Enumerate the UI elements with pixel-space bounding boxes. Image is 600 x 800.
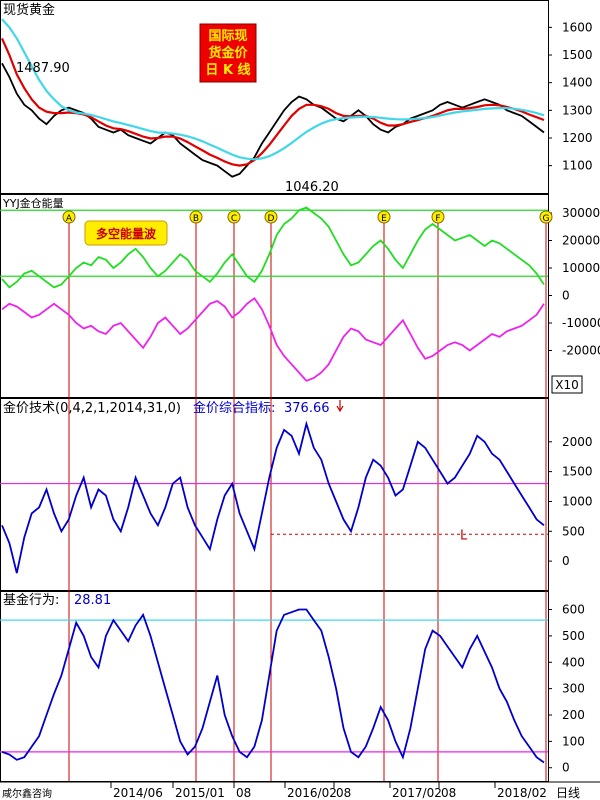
- annotation-box-line-0: 国际现: [208, 29, 247, 44]
- annotation-box-energy: [84, 220, 168, 246]
- series-line-0-2: [1, 18, 545, 161]
- event-marker-label-6: G: [543, 214, 550, 224]
- ytick-label-1-2: 0: [562, 289, 570, 303]
- x-axis-label-1: 2014/06: [113, 786, 163, 800]
- panel2-indicator-label: 金价综合指标:: [193, 400, 275, 416]
- panel-border-0: [0, 0, 549, 194]
- series-line-3-0: [1, 608, 545, 764]
- ytick-label-0-5: 1600: [562, 20, 593, 34]
- ytick-label-0-0: 1100: [562, 159, 593, 173]
- ytick-label-1-3: 10000: [562, 261, 600, 275]
- ytick-label-1-5: 30000: [562, 206, 600, 220]
- event-marker-circle-2: [227, 210, 241, 224]
- x-axis-label-2: 2015/01: [175, 786, 225, 800]
- multiplier-box: [551, 375, 583, 394]
- series-line-2-0: [1, 420, 545, 574]
- ytick-label-0-3: 1400: [562, 76, 593, 90]
- low-value-label: 1046.20: [285, 180, 339, 195]
- ytick-label-1-4: 20000: [562, 234, 600, 248]
- ytick-label-2-0: 0: [562, 554, 570, 568]
- x-axis-label-3: 08: [236, 786, 251, 800]
- event-marker-circle-3: [264, 210, 278, 224]
- ytick-label-3-3: 300: [562, 682, 585, 696]
- event-marker-circle-1: [189, 210, 203, 224]
- panel2-indicator-value: 376.66: [284, 401, 330, 416]
- dashed-level-label: L: [460, 528, 468, 543]
- series-line-1-0: [1, 206, 545, 289]
- annotation-box-line-1: 货金价: [208, 45, 248, 61]
- ytick-label-2-4: 2000: [562, 435, 593, 449]
- series-line-0-1: [0, 37, 545, 167]
- event-marker-label-3: D: [268, 214, 275, 224]
- ytick-label-2-1: 500: [562, 524, 585, 538]
- annotation-box-line-2: 日 K 线: [205, 62, 250, 78]
- ytick-label-1-1: -10000: [562, 316, 600, 330]
- ytick-label-0-4: 1500: [562, 48, 593, 62]
- ytick-label-0-2: 1300: [562, 103, 593, 117]
- x-axis-label-9: 日线: [556, 786, 580, 800]
- ytick-label-3-2: 200: [562, 708, 585, 722]
- panel1-title: YYJ金仓能量: [2, 196, 64, 210]
- ytick-label-3-4: 400: [562, 655, 585, 669]
- event-marker-label-4: E: [381, 214, 387, 224]
- ytick-label-0-1: 1200: [562, 131, 593, 145]
- panel3-indicator-value: 28.81: [74, 593, 111, 608]
- multiplier-label: X10: [555, 378, 579, 392]
- panel-border-2: [0, 398, 549, 591]
- ytick-label-1-0: -20000: [562, 344, 600, 358]
- ytick-label-3-1: 100: [562, 734, 585, 748]
- panel2-title: 金价技术(0,4,2,1,2014,31,0): [3, 400, 181, 416]
- x-axis-label-7: 08: [441, 786, 456, 800]
- event-marker-circle-5: [431, 210, 445, 224]
- series-line-0-0: [1, 62, 545, 178]
- event-marker-circle-0: [62, 210, 76, 224]
- panel0-title: 现货黄金: [3, 2, 55, 18]
- high-value-label: 1487.90: [16, 61, 70, 76]
- annotation-box-energy-label: 多空能量波: [96, 226, 157, 241]
- ytick-label-2-2: 1000: [562, 494, 593, 508]
- ytick-label-3-5: 500: [562, 629, 585, 643]
- ytick-label-3-0: 0: [562, 761, 570, 775]
- event-marker-label-1: B: [193, 214, 199, 224]
- annotation-box-gold: [199, 23, 257, 83]
- series-line-1-1: [1, 297, 545, 382]
- event-marker-label-2: C: [231, 214, 237, 224]
- x-axis-label-0: 咸尔鑫咨询: [2, 787, 52, 800]
- panel3-title: 基金行为:: [3, 592, 59, 608]
- event-marker-circle-4: [377, 210, 391, 224]
- panel-border-1: [0, 194, 549, 398]
- x-axis-label-8: 2018/02: [497, 786, 547, 800]
- x-axis-label-6: 2017/02: [392, 786, 442, 800]
- event-marker-label-0: A: [66, 214, 73, 224]
- x-axis-label-5: 08: [336, 786, 351, 800]
- ytick-label-3-6: 600: [562, 603, 585, 617]
- ytick-label-2-3: 1500: [562, 465, 593, 479]
- x-axis-label-4: 2016/02: [287, 786, 337, 800]
- down-arrow-icon: [336, 400, 344, 413]
- event-marker-circle-6: [539, 210, 553, 224]
- event-marker-label-5: F: [435, 214, 440, 224]
